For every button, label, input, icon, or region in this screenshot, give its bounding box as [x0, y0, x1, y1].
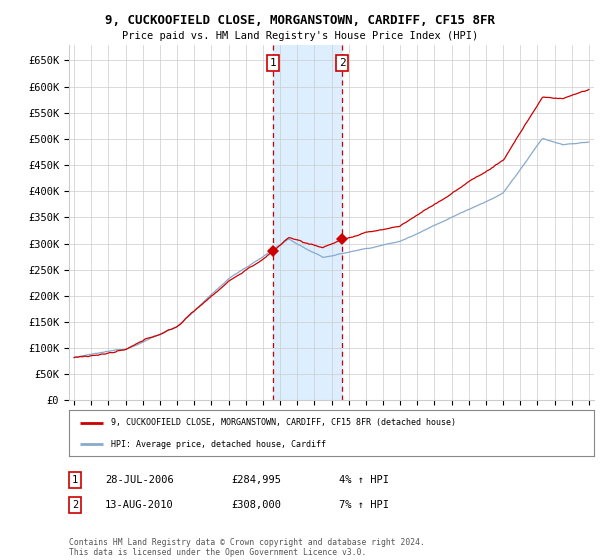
- Text: 13-AUG-2010: 13-AUG-2010: [105, 500, 174, 510]
- Text: 2: 2: [339, 58, 346, 68]
- Text: HPI: Average price, detached house, Cardiff: HPI: Average price, detached house, Card…: [111, 440, 326, 449]
- Text: 28-JUL-2006: 28-JUL-2006: [105, 475, 174, 485]
- Text: 9, CUCKOOFIELD CLOSE, MORGANSTOWN, CARDIFF, CF15 8FR: 9, CUCKOOFIELD CLOSE, MORGANSTOWN, CARDI…: [105, 14, 495, 27]
- Text: £308,000: £308,000: [231, 500, 281, 510]
- Text: 1: 1: [72, 475, 78, 485]
- Text: 7% ↑ HPI: 7% ↑ HPI: [339, 500, 389, 510]
- Text: Contains HM Land Registry data © Crown copyright and database right 2024.
This d: Contains HM Land Registry data © Crown c…: [69, 538, 425, 557]
- Text: Price paid vs. HM Land Registry's House Price Index (HPI): Price paid vs. HM Land Registry's House …: [122, 31, 478, 41]
- Text: £284,995: £284,995: [231, 475, 281, 485]
- Text: 2: 2: [72, 500, 78, 510]
- Text: 1: 1: [269, 58, 276, 68]
- Bar: [273, 45, 342, 400]
- Text: 9, CUCKOOFIELD CLOSE, MORGANSTOWN, CARDIFF, CF15 8FR (detached house): 9, CUCKOOFIELD CLOSE, MORGANSTOWN, CARDI…: [111, 418, 456, 427]
- Text: 4% ↑ HPI: 4% ↑ HPI: [339, 475, 389, 485]
